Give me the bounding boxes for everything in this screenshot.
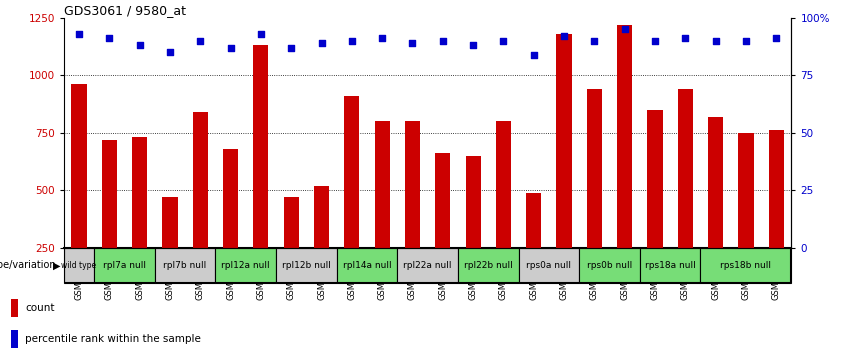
- Point: [133, 42, 146, 48]
- Bar: [557, 34, 572, 305]
- Bar: [215, 248, 276, 283]
- Text: wild type: wild type: [61, 261, 96, 270]
- Bar: [374, 121, 390, 305]
- Bar: [518, 248, 580, 283]
- Point: [436, 38, 449, 44]
- Text: count: count: [25, 303, 54, 313]
- Bar: [768, 130, 784, 305]
- Bar: [11, 330, 19, 348]
- Bar: [192, 112, 208, 305]
- Point: [497, 38, 511, 44]
- Text: rps0b null: rps0b null: [587, 261, 632, 270]
- Bar: [435, 154, 450, 305]
- Text: rpl12b null: rpl12b null: [282, 261, 331, 270]
- Text: percentile rank within the sample: percentile rank within the sample: [25, 334, 201, 344]
- Text: rpl22a null: rpl22a null: [403, 261, 452, 270]
- Point: [224, 45, 237, 50]
- Bar: [71, 84, 87, 305]
- Bar: [580, 248, 640, 283]
- Point: [315, 40, 328, 46]
- Bar: [587, 89, 602, 305]
- Point: [527, 52, 540, 57]
- Bar: [337, 248, 397, 283]
- Bar: [132, 137, 147, 305]
- Point: [102, 35, 116, 41]
- Point: [345, 38, 358, 44]
- Bar: [276, 248, 337, 283]
- Point: [406, 40, 420, 46]
- Bar: [345, 96, 359, 305]
- Text: GDS3061 / 9580_at: GDS3061 / 9580_at: [64, 4, 186, 17]
- Point: [678, 35, 692, 41]
- Point: [284, 45, 298, 50]
- Bar: [648, 110, 663, 305]
- Point: [375, 35, 389, 41]
- Bar: [465, 156, 481, 305]
- Bar: [708, 116, 723, 305]
- Bar: [739, 133, 753, 305]
- Bar: [11, 299, 19, 317]
- Point: [466, 42, 480, 48]
- Text: rpl7b null: rpl7b null: [163, 261, 207, 270]
- Text: rpl12a null: rpl12a null: [221, 261, 270, 270]
- Bar: [283, 197, 299, 305]
- Point: [587, 38, 601, 44]
- Bar: [163, 197, 178, 305]
- Bar: [254, 45, 268, 305]
- Text: rpl7a null: rpl7a null: [103, 261, 146, 270]
- Point: [557, 33, 571, 39]
- Point: [193, 38, 207, 44]
- Text: rpl22b null: rpl22b null: [464, 261, 512, 270]
- Text: rps18a null: rps18a null: [645, 261, 695, 270]
- Text: genotype/variation: genotype/variation: [0, 261, 56, 270]
- Text: rps0a null: rps0a null: [527, 261, 571, 270]
- Point: [740, 38, 753, 44]
- Bar: [102, 139, 117, 305]
- Point: [648, 38, 662, 44]
- Bar: [496, 121, 511, 305]
- Text: ▶: ▶: [53, 261, 60, 270]
- Bar: [223, 149, 238, 305]
- Bar: [700, 248, 791, 283]
- Bar: [405, 121, 420, 305]
- Point: [709, 38, 722, 44]
- Bar: [458, 248, 518, 283]
- Bar: [94, 248, 155, 283]
- Point: [163, 49, 177, 55]
- Bar: [64, 248, 94, 283]
- Text: rpl14a null: rpl14a null: [343, 261, 391, 270]
- Bar: [155, 248, 215, 283]
- Text: rps18b null: rps18b null: [721, 261, 772, 270]
- Bar: [677, 89, 693, 305]
- Bar: [397, 248, 458, 283]
- Point: [72, 31, 86, 36]
- Bar: [314, 185, 329, 305]
- Bar: [617, 24, 632, 305]
- Point: [618, 26, 631, 32]
- Point: [769, 35, 783, 41]
- Point: [254, 31, 268, 36]
- Bar: [640, 248, 700, 283]
- Bar: [526, 193, 541, 305]
